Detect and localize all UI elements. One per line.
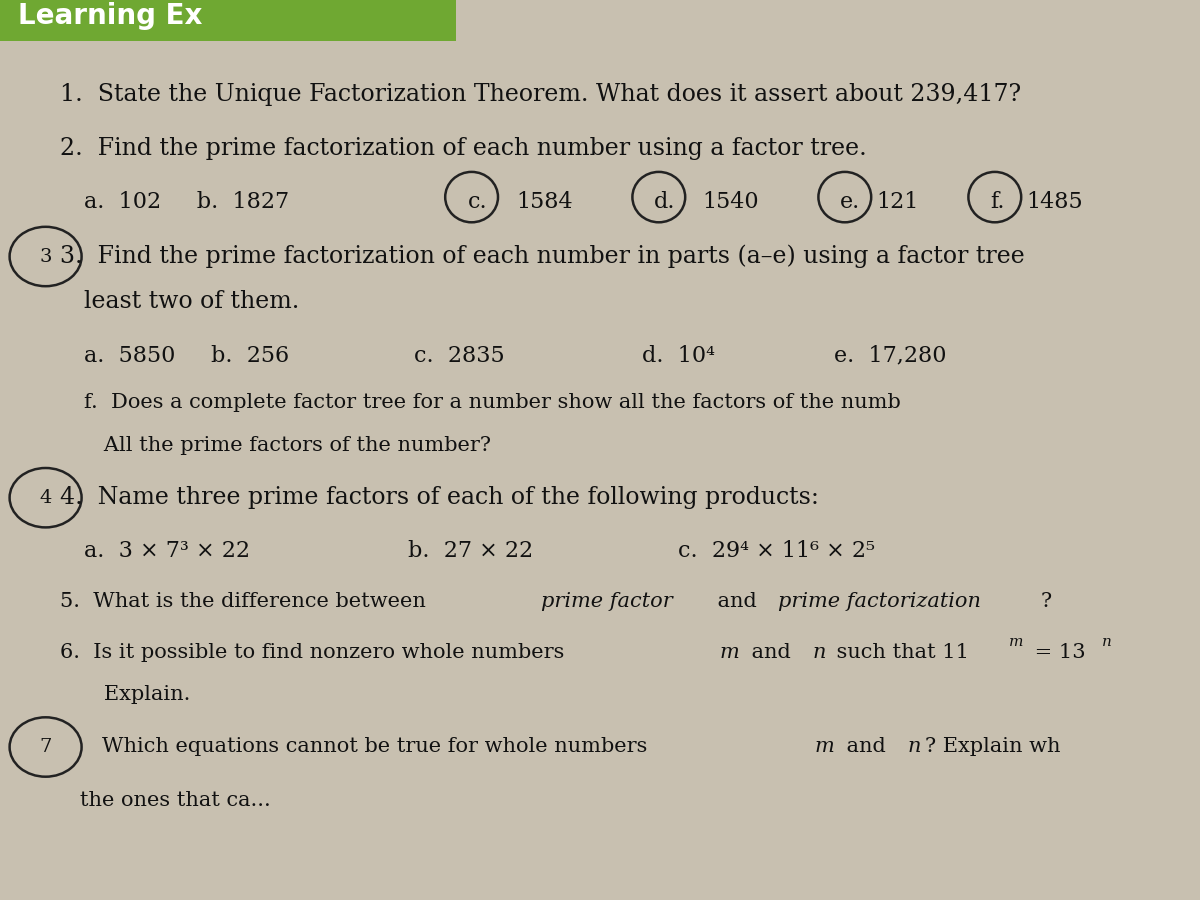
Text: 121: 121 — [876, 192, 918, 213]
Text: Which equations cannot be true for whole numbers: Which equations cannot be true for whole… — [102, 737, 654, 757]
Text: n: n — [812, 643, 826, 662]
Text: m: m — [1009, 634, 1024, 649]
Text: ? Explain wh: ? Explain wh — [925, 737, 1061, 757]
Text: = 13: = 13 — [1028, 643, 1086, 662]
Text: a.  5850     b.  256: a. 5850 b. 256 — [84, 345, 289, 366]
Text: n: n — [1103, 634, 1112, 649]
Text: Learning Ex: Learning Ex — [18, 2, 203, 31]
Text: All the prime factors of the number?: All the prime factors of the number? — [84, 436, 491, 455]
Text: 4.  Name three prime factors of each of the following products:: 4. Name three prime factors of each of t… — [60, 486, 818, 509]
Text: 2.  Find the prime factorization of each number using a factor tree.: 2. Find the prime factorization of each … — [60, 137, 866, 160]
Text: 1.  State the Unique Factorization Theorem. What does it assert about 239,417?: 1. State the Unique Factorization Theore… — [60, 83, 1021, 106]
Text: n: n — [907, 737, 920, 757]
Text: e.  17,280: e. 17,280 — [834, 345, 947, 366]
Text: 1485: 1485 — [1026, 192, 1082, 213]
Text: 5.  What is the difference between: 5. What is the difference between — [60, 591, 432, 611]
Text: f.: f. — [990, 192, 1004, 213]
Text: Explain.: Explain. — [84, 685, 191, 705]
Text: 7: 7 — [40, 738, 52, 756]
Text: d.  10⁴: d. 10⁴ — [642, 345, 715, 366]
Text: 1584: 1584 — [516, 192, 572, 213]
Text: and: and — [710, 591, 763, 611]
Text: prime factor: prime factor — [541, 591, 672, 611]
Text: the ones that ca...: the ones that ca... — [60, 791, 271, 811]
Text: 3.  Find the prime factorization of each number in parts (a–e) using a factor tr: 3. Find the prime factorization of each … — [60, 245, 1025, 268]
Text: m: m — [719, 643, 739, 662]
Text: prime factorization: prime factorization — [779, 591, 982, 611]
Text: ?: ? — [1040, 591, 1051, 611]
Text: b.  27 × 22: b. 27 × 22 — [408, 540, 533, 562]
Text: 1540: 1540 — [702, 192, 758, 213]
Text: a.  3 × 7³ × 22: a. 3 × 7³ × 22 — [84, 540, 250, 562]
Text: and: and — [745, 643, 797, 662]
Text: least two of them.: least two of them. — [84, 290, 299, 313]
Text: c.  29⁴ × 11⁶ × 2⁵: c. 29⁴ × 11⁶ × 2⁵ — [678, 540, 875, 562]
Text: c.: c. — [468, 192, 487, 213]
Text: d.: d. — [654, 192, 676, 213]
Text: f.  Does a complete factor tree for a number show all the factors of the numb: f. Does a complete factor tree for a num… — [84, 392, 901, 412]
Text: m: m — [815, 737, 834, 757]
Text: 6.  Is it possible to find nonzero whole numbers: 6. Is it possible to find nonzero whole … — [60, 643, 571, 662]
Text: 4: 4 — [40, 489, 52, 507]
FancyBboxPatch shape — [0, 0, 456, 40]
Text: such that 11: such that 11 — [830, 643, 968, 662]
Text: and: and — [840, 737, 892, 757]
Text: a.  102     b.  1827: a. 102 b. 1827 — [84, 192, 289, 213]
Text: c.  2835: c. 2835 — [414, 345, 505, 366]
Text: 3: 3 — [40, 248, 52, 266]
Text: e.: e. — [840, 192, 860, 213]
